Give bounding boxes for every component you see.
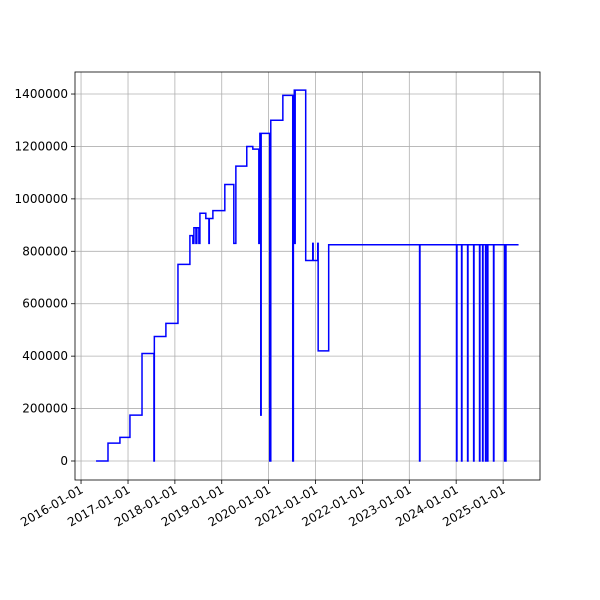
y-tick-label: 200000 bbox=[22, 402, 68, 416]
y-tick-label: 400000 bbox=[22, 349, 68, 363]
y-tick-label: 1200000 bbox=[15, 139, 68, 153]
y-tick-label: 1400000 bbox=[15, 87, 68, 101]
plot-layer bbox=[96, 89, 519, 462]
y-tick-label: 0 bbox=[60, 454, 68, 468]
y-tick-label: 800000 bbox=[22, 244, 68, 258]
y-tick-label: 600000 bbox=[22, 297, 68, 311]
axes-frame bbox=[74, 71, 541, 481]
data-line bbox=[96, 89, 519, 462]
y-tick-label: 1000000 bbox=[15, 192, 68, 206]
grid-layer bbox=[75, 72, 540, 480]
